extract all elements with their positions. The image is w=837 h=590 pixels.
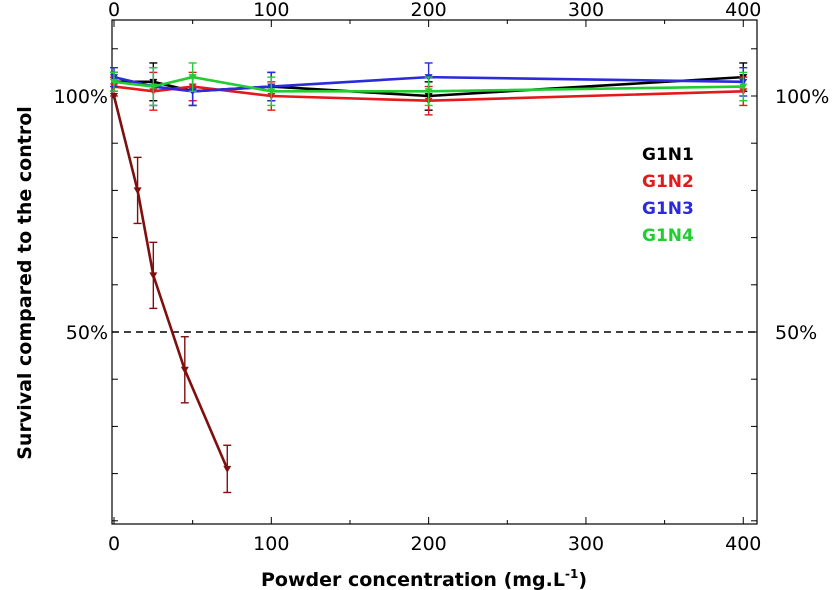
x-tick-label-bottom-4: 400	[725, 533, 761, 555]
legend-entry-g1n4: G1N4	[642, 226, 694, 246]
data-point	[180, 366, 189, 374]
x-tick-label-bottom-0: 0	[108, 533, 120, 555]
legend: G1N1 G1N2 G1N3 G1N4	[642, 145, 694, 246]
y-axis-title: Survival compared to the control	[14, 106, 36, 460]
x-tick-label-top-2: 200	[411, 0, 447, 21]
data-point	[110, 78, 118, 86]
legend-entry-g1n2: G1N2	[642, 172, 694, 192]
data-point	[188, 74, 197, 82]
series-3	[110, 62, 748, 107]
x-tick-label-top-3: 300	[568, 0, 604, 21]
data-point	[149, 83, 158, 91]
x-tick-label-top-4: 400	[725, 0, 761, 21]
y-tick-label-left-1: 50%	[66, 322, 108, 344]
series-line-1	[113, 85, 744, 103]
legend-entry-g1n1: G1N1	[642, 145, 694, 165]
legend-entry-g1n3: G1N3	[642, 199, 694, 219]
x-tick-label-bottom-1: 100	[253, 533, 289, 555]
x-tick-label-top-1: 100	[253, 0, 289, 21]
data-point	[133, 187, 142, 195]
data-point	[223, 465, 232, 473]
series-line-3	[113, 75, 744, 93]
data-point	[149, 272, 158, 280]
y-tick-label-left-0: 100%	[54, 86, 108, 108]
plot-frame	[111, 19, 758, 525]
x-tick-label-bottom-3: 300	[568, 533, 604, 555]
series-4	[110, 93, 232, 494]
y-tick-label-right-1: 50%	[775, 322, 817, 344]
x-tick-label-bottom-2: 200	[411, 533, 447, 555]
series-line-4	[112, 95, 229, 470]
data-point	[267, 88, 276, 96]
series-group	[110, 62, 748, 494]
y-tick-label-right-0: 100%	[775, 86, 829, 108]
x-tick-label-top-0: 0	[108, 0, 120, 21]
x-axis-title: Powder concentration (mg.L-1)	[261, 567, 587, 590]
data-point	[739, 83, 748, 91]
data-point	[424, 88, 433, 96]
data-point	[110, 93, 118, 100]
axes: 0 0 100 100 200 200 300 300 400 400 100% 100% 50% 50%	[54, 0, 830, 555]
